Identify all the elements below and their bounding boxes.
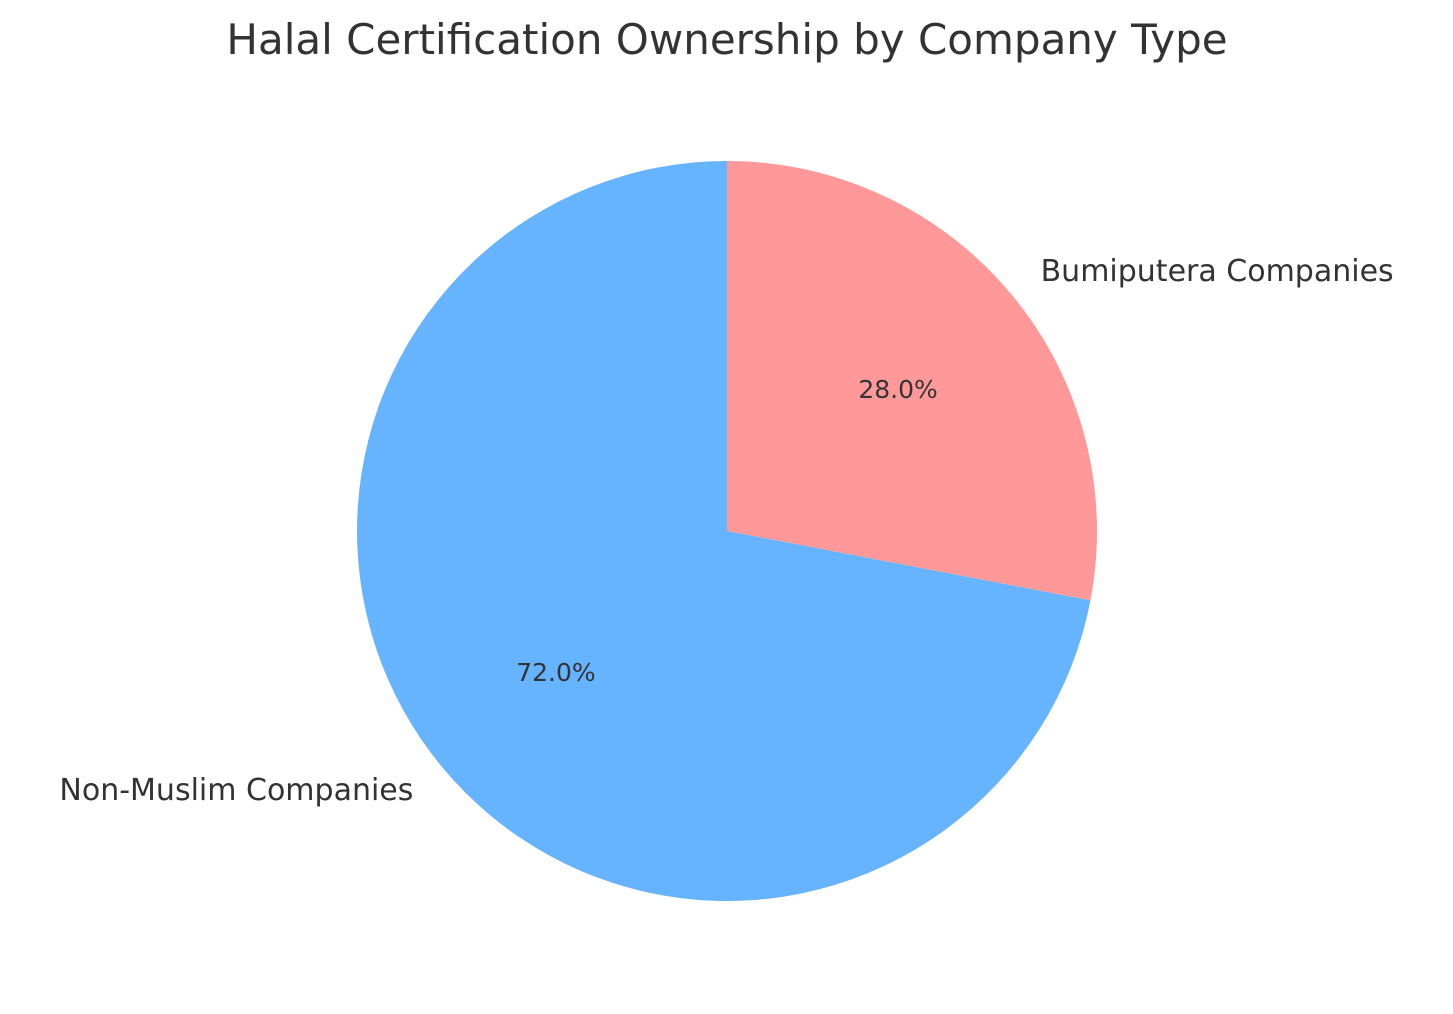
pie-slice-bumiputera-companies — [727, 161, 1097, 601]
slice-label: Bumiputera Companies — [1041, 254, 1394, 289]
slice-percent-label: 72.0% — [516, 658, 595, 687]
pie-labels: Bumiputera Companies 28.0% Non-Muslim Comp… — [59, 254, 1393, 808]
slice-label: Non-Muslim Companies — [59, 773, 413, 808]
pie-slice-non-muslim-companies — [356, 161, 1091, 901]
pie-slices — [356, 161, 1097, 901]
slice-percent-label: 28.0% — [858, 375, 937, 404]
chart-title: Halal Certification Ownership by Company… — [226, 15, 1227, 64]
